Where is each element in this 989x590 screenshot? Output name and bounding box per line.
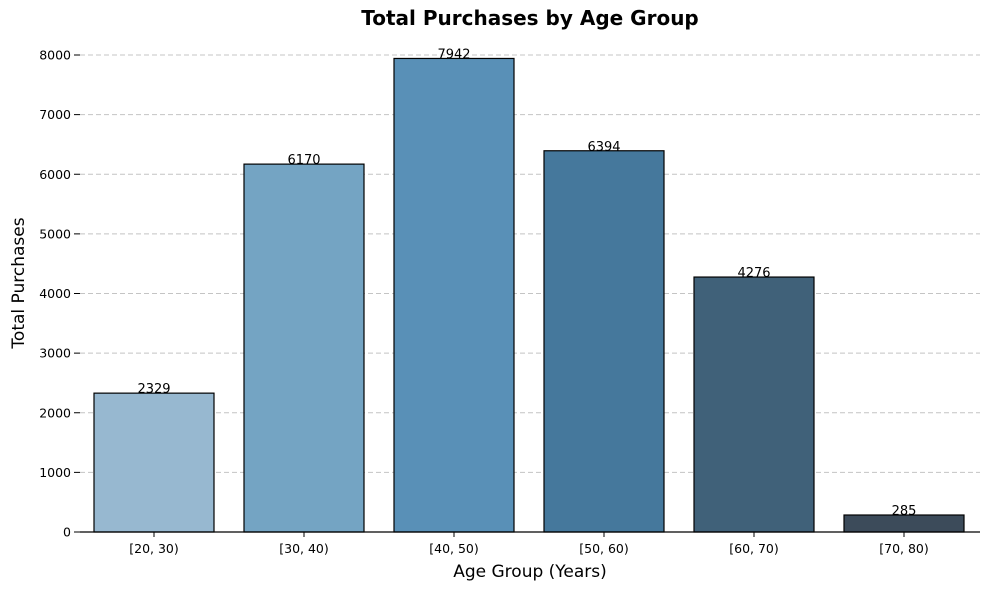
y-tick-label: 1000 — [39, 465, 71, 480]
bar — [243, 163, 365, 533]
bar-value-label: 7942 — [437, 47, 470, 62]
x-tick-label: [30, 40) — [279, 541, 329, 556]
x-tick-label: [40, 50) — [429, 541, 479, 556]
chart-title: Total Purchases by Age Group — [361, 6, 699, 30]
x-axis-label: Age Group (Years) — [453, 562, 607, 582]
bar — [93, 392, 215, 533]
y-tick-label: 4000 — [39, 286, 71, 301]
y-tick-label: 0 — [63, 525, 71, 540]
y-tick-label: 6000 — [39, 167, 71, 182]
x-axis-ticks: [20, 30) [30, 40) [40, 50) [50, 60) [60, 70)… — [129, 532, 929, 556]
y-axis-label: Total Purchases — [9, 217, 29, 349]
bar — [693, 276, 815, 533]
bar-value-label: 6394 — [587, 140, 620, 155]
bar-value-label: 6170 — [287, 153, 320, 168]
bar-value-label: 4276 — [737, 266, 770, 281]
x-tick-label: [50, 60) — [579, 541, 629, 556]
bar — [393, 57, 515, 533]
y-tick-label: 2000 — [39, 405, 71, 420]
x-tick-label: [60, 70) — [729, 541, 779, 556]
y-tick-label: 3000 — [39, 346, 71, 361]
x-tick-label: [20, 30) — [129, 541, 179, 556]
bar — [543, 150, 665, 533]
gridlines — [80, 54, 980, 473]
bars — [93, 57, 965, 533]
y-tick-label: 5000 — [39, 226, 71, 241]
x-tick-label: [70, 80) — [879, 541, 929, 556]
y-tick-label: 7000 — [39, 107, 71, 122]
bar-value-label: 285 — [892, 504, 917, 519]
y-axis-ticks: 0 1000 2000 3000 4000 5000 6000 7000 8000 — [39, 48, 80, 540]
data-labels: 2329 6170 7942 6394 4276 285 — [137, 47, 916, 519]
bar-value-label: 2329 — [137, 382, 170, 397]
y-tick-label: 8000 — [39, 48, 71, 63]
